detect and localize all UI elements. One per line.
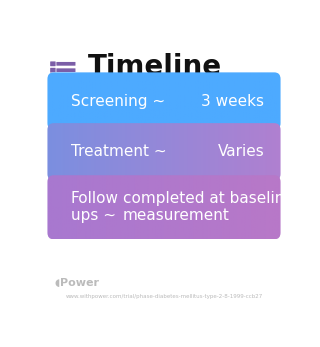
Text: 3 weeks: 3 weeks [201,94,264,109]
FancyBboxPatch shape [47,73,281,130]
Text: www.withpower.com/trial/phase-diabetes-mellitus-type-2-8-1999-ccb27: www.withpower.com/trial/phase-diabetes-m… [65,294,263,298]
Text: Screening ~: Screening ~ [71,94,165,109]
FancyBboxPatch shape [56,68,76,72]
FancyBboxPatch shape [47,175,281,239]
FancyBboxPatch shape [50,61,56,66]
Text: Treatment ~: Treatment ~ [71,144,167,159]
FancyBboxPatch shape [47,123,281,180]
Text: Follow
ups ~: Follow ups ~ [71,191,119,223]
Text: ◖: ◖ [54,278,60,288]
FancyBboxPatch shape [56,62,76,66]
Text: completed at baseline
measurement: completed at baseline measurement [123,191,294,223]
Text: Power: Power [60,278,99,288]
FancyBboxPatch shape [50,68,56,73]
Text: Timeline: Timeline [88,53,222,81]
Text: Varies: Varies [218,144,264,159]
